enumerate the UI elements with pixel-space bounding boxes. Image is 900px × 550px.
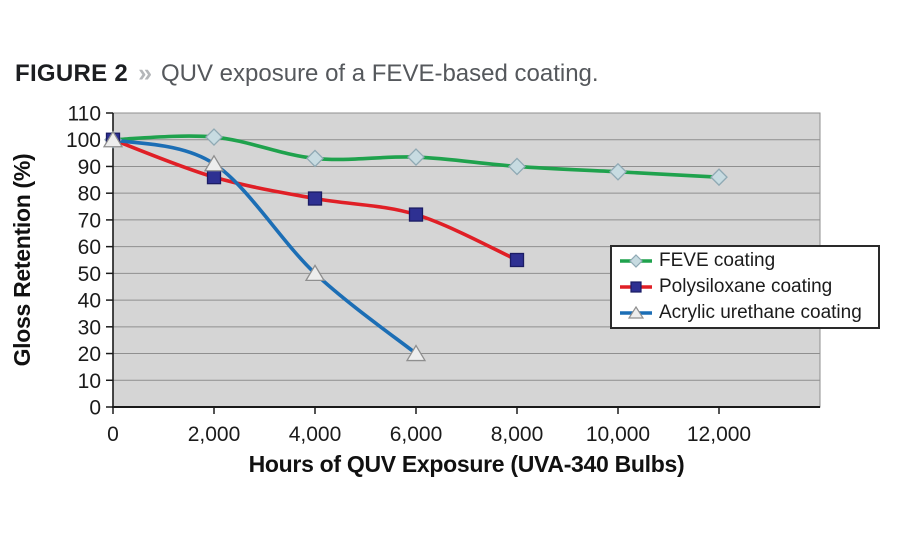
legend-marker-triangle-icon (627, 305, 645, 319)
legend-item: Polysiloxane coating (619, 275, 874, 300)
figure-label: FIGURE 2 (15, 60, 129, 87)
x-tick-label: 8,000 (491, 423, 544, 446)
marker-diamond-icon (205, 128, 223, 146)
double-chevron-icon: » (138, 59, 152, 87)
y-axis-title: Gloss Retention (%) (9, 154, 35, 367)
y-tick-label: 0 (89, 397, 101, 420)
y-tick-label: 80 (78, 183, 101, 206)
legend-label: Polysiloxane coating (659, 276, 833, 297)
y-tick-label: 20 (78, 343, 101, 366)
y-tick-label: 50 (78, 263, 101, 286)
y-tick-label: 90 (78, 156, 101, 179)
y-tick-label: 10 (78, 370, 101, 393)
y-tick-label: 110 (68, 103, 101, 126)
y-tick-label: 70 (78, 209, 101, 232)
series-line-acrylic-urethane-coating (111, 137, 418, 356)
marker-square-icon (408, 207, 424, 222)
marker-square-icon (206, 169, 222, 185)
y-tick-label: 60 (78, 236, 101, 259)
legend-square-swatch-icon (620, 281, 652, 293)
figure-caption: QUV exposure of a FEVE-based coating. (161, 60, 599, 87)
marker-triangle-icon (102, 130, 124, 148)
chart-legend: FEVE coating Polysiloxane coating Acrylic … (610, 245, 880, 329)
x-axis-title: Hours of QUV Exposure (UVA-340 Bulbs) (249, 451, 685, 477)
x-tick-label: 10,000 (586, 423, 650, 446)
marker-square-icon (307, 191, 323, 206)
marker-diamond-icon (306, 149, 324, 168)
marker-triangle-icon (304, 264, 326, 282)
x-tick-label: 2,000 (188, 423, 241, 446)
marker-diamond-icon (710, 168, 728, 187)
y-tick-label: 30 (78, 316, 101, 339)
legend-marker-square-icon (630, 281, 642, 293)
marker-triangle-icon (203, 154, 225, 172)
x-tick-label: 12,000 (687, 423, 751, 446)
legend-item: FEVE coating (619, 249, 874, 274)
legend-diamond-swatch-icon (620, 254, 652, 269)
figure-title: FIGURE 2 » QUV exposure of a FEVE-based co… (15, 58, 599, 89)
x-tick-label: 0 (107, 423, 119, 446)
marker-diamond-icon (508, 157, 526, 176)
legend-marker-diamond-icon (629, 254, 643, 269)
marker-square-icon (509, 252, 525, 268)
legend-label: Acrylic urethane coating (659, 301, 862, 323)
legend-item: Acrylic urethane coating (619, 300, 874, 325)
y-tick-label: 100 (66, 129, 101, 152)
legend-triangle-swatch-icon (620, 305, 652, 319)
y-tick-label: 40 (78, 290, 101, 313)
marker-diamond-icon (407, 148, 425, 167)
x-tick-label: 4,000 (289, 423, 342, 446)
marker-diamond-icon (609, 162, 627, 181)
marker-triangle-icon (405, 344, 427, 362)
legend-label: FEVE coating (659, 250, 776, 272)
x-tick-label: 6,000 (390, 423, 443, 446)
